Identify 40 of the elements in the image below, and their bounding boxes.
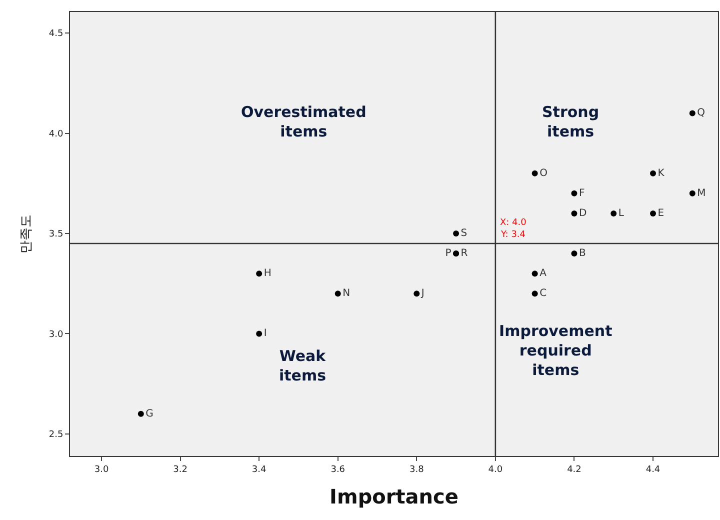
x-axis-title: Importance: [330, 484, 458, 508]
x-tick-label: 4.0: [488, 464, 503, 475]
y-tick-label: 3.0: [48, 330, 64, 340]
y-tick-label: 2.5: [48, 430, 64, 440]
data-label: R: [460, 248, 468, 260]
y-tick-label: 3.5: [48, 230, 64, 240]
annotation: Improvement required items: [499, 322, 612, 379]
x-tick-label: 3.6: [330, 464, 346, 475]
data-label: P: [445, 248, 452, 260]
data-label: I: [264, 328, 267, 340]
y-tick-label: 4.5: [48, 29, 64, 40]
data-label: S: [460, 228, 468, 239]
y-tick-label: 4.0: [48, 129, 64, 140]
data-label: J: [420, 288, 424, 300]
y-axis-title: 만족도: [18, 214, 34, 254]
x-tick-label: 3.0: [94, 464, 109, 475]
annotation: Overestimated items: [241, 103, 366, 140]
data-label: N: [342, 288, 350, 300]
x-tick-label: 4.4: [646, 464, 660, 475]
data-label: Q: [697, 108, 706, 119]
data-label: F: [578, 188, 585, 199]
data-label: C: [540, 288, 547, 300]
x-tick-label: 3.8: [409, 464, 424, 475]
data-label: M: [697, 188, 706, 199]
data-label: E: [658, 208, 664, 219]
x-tick-label: 3.2: [173, 464, 188, 475]
annotation: Strong items: [542, 103, 600, 140]
ref-line-label: Y: 3.4: [500, 230, 526, 240]
x-tick-label: 3.4: [252, 464, 267, 475]
data-label: H: [264, 268, 272, 280]
data-label: G: [146, 408, 154, 420]
data-label: O: [540, 168, 548, 179]
x-tick-label: 4.2: [567, 464, 582, 475]
data-label: B: [578, 248, 586, 260]
data-label: A: [540, 268, 547, 280]
ref-line-label: X: 4.0: [500, 218, 527, 228]
data-label: K: [658, 168, 665, 179]
annotation: Weak items: [279, 347, 327, 384]
data-label: D: [578, 208, 587, 219]
data-label: L: [618, 208, 624, 219]
